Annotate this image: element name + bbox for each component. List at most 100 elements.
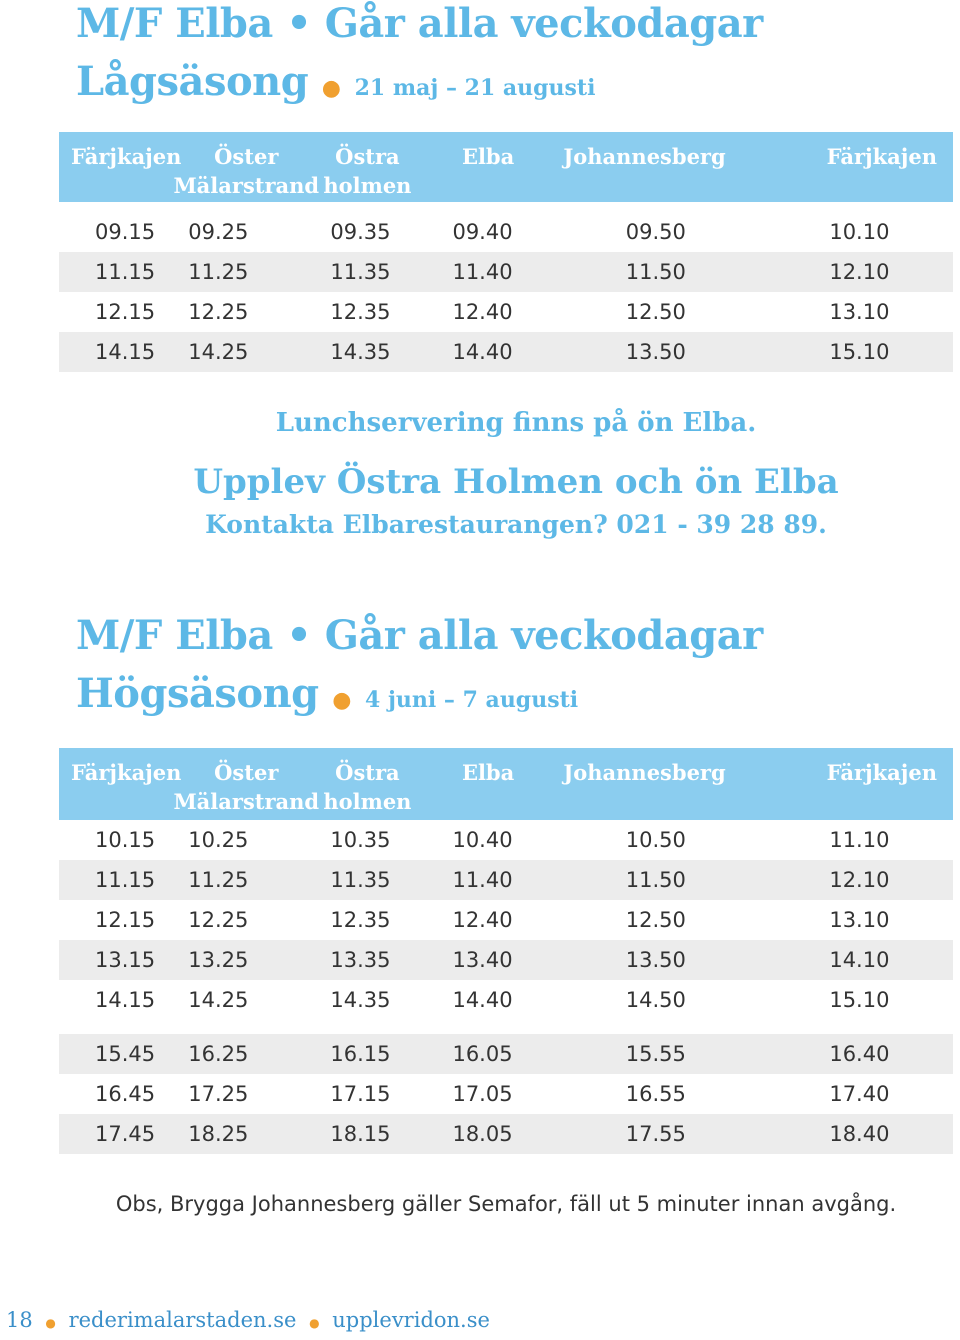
time-cell: 11.25	[166, 252, 300, 292]
time-cell: 13.10	[747, 900, 953, 940]
time-cell: 11.35	[300, 252, 434, 292]
page-number: 18	[6, 1308, 33, 1332]
footer: 18 ● rederimalarstaden.se ● upplevridon.…	[6, 1308, 490, 1332]
table-header-row: Färjkajen Öster Mälarstrand Östra holmen…	[59, 132, 953, 202]
time-cell: 12.25	[166, 292, 300, 332]
table-row: 15.45 16.25 16.15 16.05 15.55 16.40	[59, 1034, 953, 1074]
table-row: 17.45 18.25 18.15 18.05 17.55 18.40	[59, 1114, 953, 1154]
table-row: 10.15 10.25 10.35 10.40 10.50 11.10	[59, 820, 953, 860]
time-cell: 10.25	[166, 820, 300, 860]
time-cell: 13.50	[542, 332, 748, 372]
time-cell: 12.10	[747, 860, 953, 900]
time-cell: 13.25	[166, 940, 300, 980]
time-cell: 14.25	[166, 332, 300, 372]
time-cell: 11.25	[166, 860, 300, 900]
season-name: Lågsäsong	[76, 58, 308, 105]
time-cell: 12.35	[300, 900, 434, 940]
time-cell: 10.10	[747, 212, 953, 252]
time-cell: 10.40	[434, 820, 541, 860]
time-cell: 11.50	[542, 860, 748, 900]
table-row: 16.45 17.25 17.15 17.05 16.55 17.40	[59, 1074, 953, 1114]
season-dates: 21 maj – 21 augusti	[355, 75, 596, 101]
time-cell: 18.40	[747, 1114, 953, 1154]
section2-season: Högsäsong ● 4 juni – 7 augusti	[76, 670, 578, 717]
time-cell: 11.40	[434, 252, 541, 292]
time-cell: 09.25	[166, 212, 300, 252]
time-cell: 12.40	[434, 292, 541, 332]
time-cell: 17.45	[59, 1114, 166, 1154]
section2-title: M/F Elba • Går alla veckodagar	[76, 612, 763, 659]
time-cell: 10.35	[300, 820, 434, 860]
section1-season: Lågsäsong ● 21 maj – 21 augusti	[76, 58, 595, 105]
time-cell: 16.25	[166, 1034, 300, 1074]
time-cell: 14.25	[166, 980, 300, 1020]
bullet-icon: ●	[322, 75, 341, 101]
time-cell: 12.10	[747, 252, 953, 292]
time-cell: 10.50	[542, 820, 748, 860]
footer-link-upplev[interactable]: upplevridon.se	[332, 1308, 490, 1332]
footer-link-rederi[interactable]: rederimalarstaden.se	[69, 1308, 297, 1332]
time-cell: 12.50	[542, 900, 748, 940]
time-cell: 16.40	[747, 1034, 953, 1074]
time-cell: 18.25	[166, 1114, 300, 1154]
time-cell: 16.45	[59, 1074, 166, 1114]
johannesberg-note: Obs, Brygga Johannesberg gäller Semafor,…	[0, 1192, 960, 1216]
timetable-high-season: Färjkajen Öster Mälarstrand Östra holmen…	[59, 748, 953, 1154]
time-cell: 10.15	[59, 820, 166, 860]
col-header: Öster Mälarstrand	[166, 132, 300, 202]
table-row: 11.15 11.25 11.35 11.40 11.50 12.10	[59, 252, 953, 292]
time-cell: 13.15	[59, 940, 166, 980]
time-cell: 11.10	[747, 820, 953, 860]
section2-title-text: M/F Elba • Går alla veckodagar	[76, 612, 763, 659]
table-row: 09.15 09.25 09.35 09.40 09.50 10.10	[59, 212, 953, 252]
time-cell: 13.10	[747, 292, 953, 332]
time-cell: 11.40	[434, 860, 541, 900]
bullet-icon: ●	[309, 1316, 319, 1330]
time-cell: 18.15	[300, 1114, 434, 1154]
time-cell: 17.40	[747, 1074, 953, 1114]
col-header: Färjkajen	[59, 748, 166, 820]
col-header: Färjkajen	[747, 132, 953, 202]
time-cell: 11.50	[542, 252, 748, 292]
time-cell: 09.35	[300, 212, 434, 252]
table-row: 13.15 13.25 13.35 13.40 13.50 14.10	[59, 940, 953, 980]
col-header: Elba	[434, 748, 541, 820]
time-cell: 12.40	[434, 900, 541, 940]
bullet-icon: ●	[45, 1316, 55, 1330]
col-header: Elba	[434, 132, 541, 202]
table-row: 14.15 14.25 14.35 14.40 14.50 15.10	[59, 980, 953, 1020]
time-cell: 14.35	[300, 980, 434, 1020]
time-cell: 13.35	[300, 940, 434, 980]
time-cell: 11.15	[59, 252, 166, 292]
table-header-row: Färjkajen Öster Mälarstrand Östra holmen…	[59, 748, 953, 820]
time-cell: 14.15	[59, 980, 166, 1020]
time-cell: 09.15	[59, 212, 166, 252]
time-cell: 14.40	[434, 332, 541, 372]
col-header: Färjkajen	[747, 748, 953, 820]
season-name: Högsäsong	[76, 670, 319, 717]
time-cell: 16.05	[434, 1034, 541, 1074]
col-header: Johannesberg	[542, 132, 748, 202]
time-cell: 09.50	[542, 212, 748, 252]
time-cell: 15.10	[747, 332, 953, 372]
col-header: Johannesberg	[542, 748, 748, 820]
time-cell: 09.40	[434, 212, 541, 252]
lunch-info: Lunchservering finns på ön Elba.	[0, 408, 960, 438]
time-cell: 11.35	[300, 860, 434, 900]
season-dates: 4 juni – 7 augusti	[365, 687, 578, 713]
time-cell: 12.15	[59, 900, 166, 940]
time-cell: 12.50	[542, 292, 748, 332]
time-cell: 14.35	[300, 332, 434, 372]
time-cell: 14.50	[542, 980, 748, 1020]
time-cell: 12.25	[166, 900, 300, 940]
time-cell: 16.15	[300, 1034, 434, 1074]
table-gap	[59, 1020, 953, 1034]
time-cell: 14.10	[747, 940, 953, 980]
time-cell: 17.05	[434, 1074, 541, 1114]
time-cell: 15.10	[747, 980, 953, 1020]
time-cell: 13.50	[542, 940, 748, 980]
section1-title-text: M/F Elba • Går alla veckodagar	[76, 0, 763, 47]
contact-info: Kontakta Elbarestaurangen? 021 - 39 28 8…	[0, 510, 960, 539]
table-row: 11.15 11.25 11.35 11.40 11.50 12.10	[59, 860, 953, 900]
time-cell: 14.15	[59, 332, 166, 372]
